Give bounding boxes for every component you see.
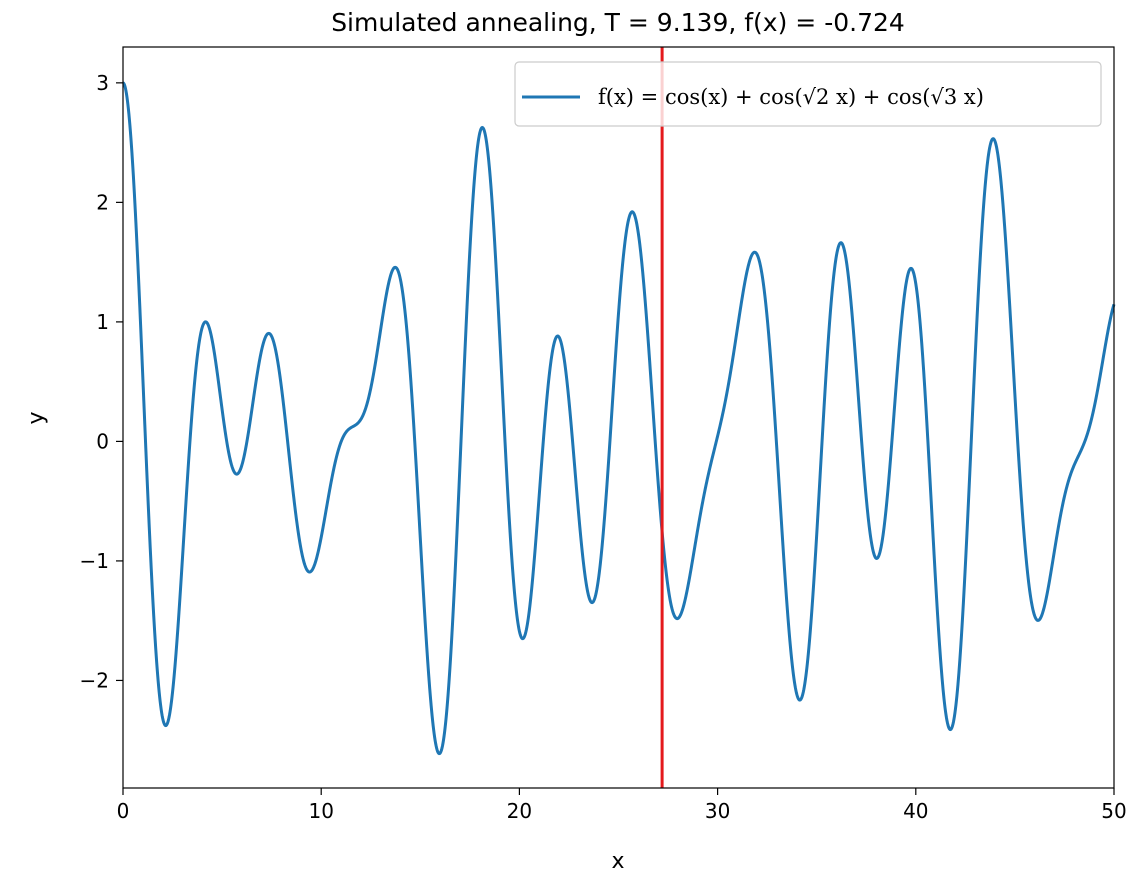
x-tick-label: 20 bbox=[507, 799, 532, 823]
plot-area bbox=[122, 47, 1116, 788]
y-tick-label: 2 bbox=[96, 190, 109, 214]
x-tick-label: 30 bbox=[705, 799, 730, 823]
axes-frame bbox=[122, 46, 1115, 789]
x-tick-label: 0 bbox=[117, 799, 130, 823]
x-axis-label: x bbox=[611, 849, 624, 874]
series-line bbox=[122, 81, 1116, 756]
y-tick-label: 0 bbox=[96, 429, 109, 453]
y-axis: −2 −1 0 1 2 3 bbox=[80, 71, 123, 692]
y-tick-label: −1 bbox=[80, 549, 109, 573]
x-axis: 0 10 20 30 40 50 bbox=[117, 788, 1127, 823]
legend: f(x) = cos(x) + cos(√2 x) + cos(√3 x) bbox=[514, 61, 1102, 127]
y-tick-label: 1 bbox=[96, 310, 109, 334]
legend-label: f(x) = cos(x) + cos(√2 x) + cos(√3 x) bbox=[598, 85, 984, 109]
y-tick-label: 3 bbox=[96, 71, 109, 95]
y-axis-label: y bbox=[24, 411, 49, 424]
x-tick-label: 40 bbox=[903, 799, 928, 823]
y-tick-label: −2 bbox=[80, 668, 109, 692]
legend-box bbox=[514, 61, 1102, 127]
x-tick-label: 10 bbox=[308, 799, 333, 823]
chart-title: Simulated annealing, T = 9.139, f(x) = -… bbox=[331, 8, 905, 37]
x-tick-label: 50 bbox=[1101, 799, 1126, 823]
